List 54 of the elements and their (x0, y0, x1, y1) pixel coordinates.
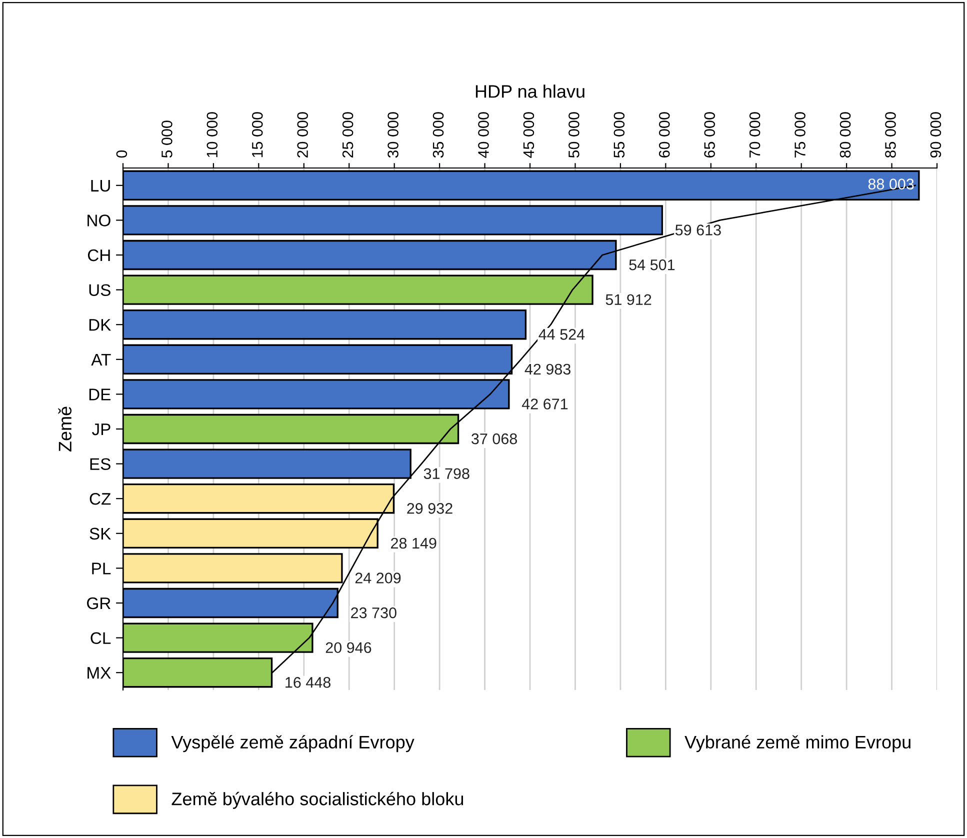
x-tick-label: 45 000 (523, 112, 534, 158)
y-axis-title: Země (58, 406, 72, 452)
y-tick-label: DK (89, 319, 112, 331)
x-tick-label: 30 000 (388, 112, 398, 158)
x-tick-label: 10 000 (206, 112, 218, 158)
data-label: 54 501 (629, 259, 675, 270)
data-label: 42 671 (522, 398, 568, 410)
x-tick-label: 50 000 (568, 112, 580, 158)
x-tick-label: 70 000 (749, 112, 760, 158)
x-tick-label: 15 000 (252, 112, 263, 158)
y-tick-label: JP (92, 424, 110, 436)
data-label: 20 946 (326, 642, 372, 654)
y-tick-label: NO (88, 214, 110, 226)
x-tick-label: 0 (116, 150, 128, 158)
y-tick-label: SK (90, 528, 112, 540)
x-tick-label: 60 000 (658, 112, 670, 158)
x-tick-label: 40 000 (478, 112, 489, 158)
x-tick-label: 90 000 (930, 112, 942, 158)
x-tick-label: 5 000 (162, 120, 172, 158)
x-tick-label: 65 000 (704, 112, 715, 158)
x-axis-title: HDP na hlavu (476, 84, 584, 98)
y-tick-label: CZ (90, 493, 111, 505)
x-tick-label: 55 000 (614, 112, 625, 158)
data-label: 29 932 (407, 503, 452, 514)
data-label: 51 912 (606, 294, 652, 306)
legend-label: Země bývalého socialistického bloku (172, 792, 464, 809)
data-label: 23 730 (351, 607, 396, 618)
x-tick-label: 35 000 (432, 112, 444, 158)
data-label: 88 003 (868, 178, 914, 190)
legend-label: Vyspělé země západní Evropy (171, 735, 414, 752)
y-tick-label: AT (91, 354, 111, 366)
x-tick-label: 75 000 (794, 112, 806, 158)
y-tick-label: LU (91, 180, 110, 192)
y-tick-label: GR (87, 597, 110, 610)
data-label: 31 798 (424, 468, 470, 480)
y-tick-label: US (89, 284, 110, 296)
x-tick-label: 25 000 (342, 112, 354, 158)
data-label: 24 209 (355, 572, 401, 584)
x-tick-label: 85 000 (885, 112, 896, 158)
y-tick-label: ES (90, 458, 110, 470)
y-tick-label: CL (90, 632, 111, 644)
y-tick-label: CH (88, 249, 110, 262)
y-tick-label: DE (89, 388, 110, 400)
data-label: 16 448 (286, 677, 330, 688)
legend-label: Vybrané země mimo Evropu (684, 735, 910, 752)
data-label: 42 983 (524, 364, 570, 375)
data-label: 28 149 (391, 538, 436, 549)
x-tick-label: 80 000 (840, 112, 851, 158)
y-tick-label: PL (92, 562, 111, 574)
data-label: 44 524 (538, 329, 585, 340)
data-label: 59 613 (675, 224, 721, 236)
data-label: 37 068 (472, 433, 517, 444)
y-tick-label: MX (88, 667, 111, 679)
x-tick-label: 20 000 (297, 112, 308, 158)
